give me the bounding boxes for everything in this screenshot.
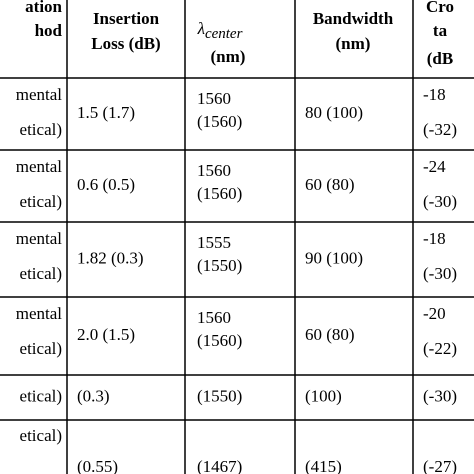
- cell-text: (-22): [423, 339, 457, 358]
- cell-text: (1560): [197, 331, 242, 350]
- cell-text: (415): [305, 457, 342, 474]
- cell-text: etical): [20, 339, 62, 358]
- cell-text: (0.3): [77, 386, 110, 405]
- cell-text: 60 (80): [305, 325, 355, 344]
- cell-text: (-30): [423, 192, 457, 211]
- cell-text: -18: [423, 229, 446, 248]
- cell-text: (-27): [423, 457, 457, 474]
- cell-text: etical): [20, 426, 62, 445]
- cell-text: (0.55): [77, 457, 118, 474]
- cell-text: 1560: [197, 308, 231, 327]
- cell-text: 1560: [197, 161, 231, 180]
- header-text: Loss (dB): [91, 34, 160, 53]
- cell-text: (-30): [423, 264, 457, 283]
- header-text: hod: [35, 21, 63, 40]
- cell-text: etical): [20, 192, 62, 211]
- cell-text: etical): [20, 386, 62, 405]
- cell-text: 1555: [197, 233, 231, 252]
- cell-text: (1550): [197, 256, 242, 275]
- cell-text: 2.0 (1.5): [77, 325, 135, 344]
- cell-text: mental: [16, 157, 63, 176]
- header-symbol: λcenter: [197, 19, 243, 43]
- cell-text: 1.5 (1.7): [77, 103, 135, 122]
- cell-text: (-30): [423, 386, 457, 405]
- header-text: (nm): [336, 34, 371, 53]
- cell-text: 0.6 (0.5): [77, 175, 135, 194]
- header-text: (nm): [211, 47, 246, 66]
- header-text: ation: [25, 0, 62, 16]
- header-text: Insertion: [93, 9, 160, 28]
- cell-text: 90 (100): [305, 248, 363, 267]
- cell-text: (1550): [197, 386, 242, 405]
- symbol: λ: [197, 19, 205, 38]
- cell-text: (1560): [197, 184, 242, 203]
- cell-text: 1560: [197, 89, 231, 108]
- cell-text: (1467): [197, 457, 242, 474]
- cell-text: (1560): [197, 112, 242, 131]
- header-text: ta: [433, 21, 448, 40]
- cell-text: 60 (80): [305, 175, 355, 194]
- header-text: Cro: [426, 0, 454, 16]
- cell-text: -24: [423, 157, 446, 176]
- cell-text: etical): [20, 264, 62, 283]
- cell-text: -18: [423, 85, 446, 104]
- cell-text: mental: [16, 304, 63, 323]
- cell-text: etical): [20, 120, 62, 139]
- subscript: center: [205, 26, 243, 42]
- cell-text: (-32): [423, 120, 457, 139]
- cell-text: 1.82 (0.3): [77, 248, 144, 267]
- header-text: Bandwidth: [313, 9, 394, 28]
- header-text: (dB: [427, 49, 453, 68]
- cell-text: mental: [16, 85, 63, 104]
- cell-text: 80 (100): [305, 103, 363, 122]
- cell-text: (100): [305, 386, 342, 405]
- cell-text: -20: [423, 304, 446, 323]
- cell-text: mental: [16, 229, 63, 248]
